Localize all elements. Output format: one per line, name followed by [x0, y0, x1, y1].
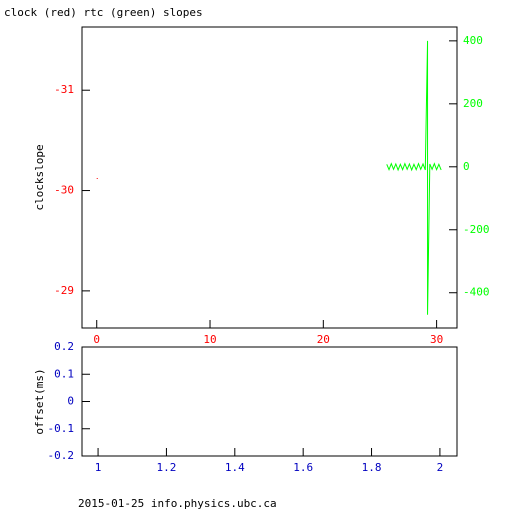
y-tick-label: -30	[54, 184, 74, 197]
y2-tick-label: 0	[463, 160, 470, 173]
y-axis-label: offset(ms)	[33, 368, 46, 434]
y-axis-label: clockslope	[33, 144, 46, 210]
chart-title: clock (red) rtc (green) slopes	[4, 6, 203, 19]
series-line	[386, 40, 442, 315]
y-tick-label: 0.2	[54, 340, 74, 353]
y2-tick-label: 200	[463, 97, 483, 110]
x-tick-label: 0	[93, 333, 100, 346]
x-tick-label: 10	[203, 333, 216, 346]
y2-tick-label: 400	[463, 34, 483, 47]
x-tick-label: 1.8	[362, 461, 382, 474]
x-tick-label: 2	[437, 461, 444, 474]
x-tick-label: 30	[430, 333, 443, 346]
y2-tick-label: -200	[463, 223, 490, 236]
y-tick-label: -0.1	[48, 422, 75, 435]
y-tick-label: 0	[67, 395, 74, 408]
y-tick-label: 0.1	[54, 367, 74, 380]
x-tick-label: 1	[95, 461, 102, 474]
x-tick-label: 1.4	[225, 461, 245, 474]
y-tick-label: -29	[54, 284, 74, 297]
y-tick-label: -0.2	[48, 449, 75, 462]
x-tick-label: 1.2	[156, 461, 176, 474]
plot-frame	[81, 26, 458, 329]
x-tick-label: 20	[317, 333, 330, 346]
y-tick-label: -31	[54, 83, 74, 96]
y2-tick-label: -400	[463, 286, 490, 299]
x-tick-label: 1.6	[293, 461, 313, 474]
footer: 2015-01-25 info.physics.ubc.ca	[78, 497, 277, 510]
